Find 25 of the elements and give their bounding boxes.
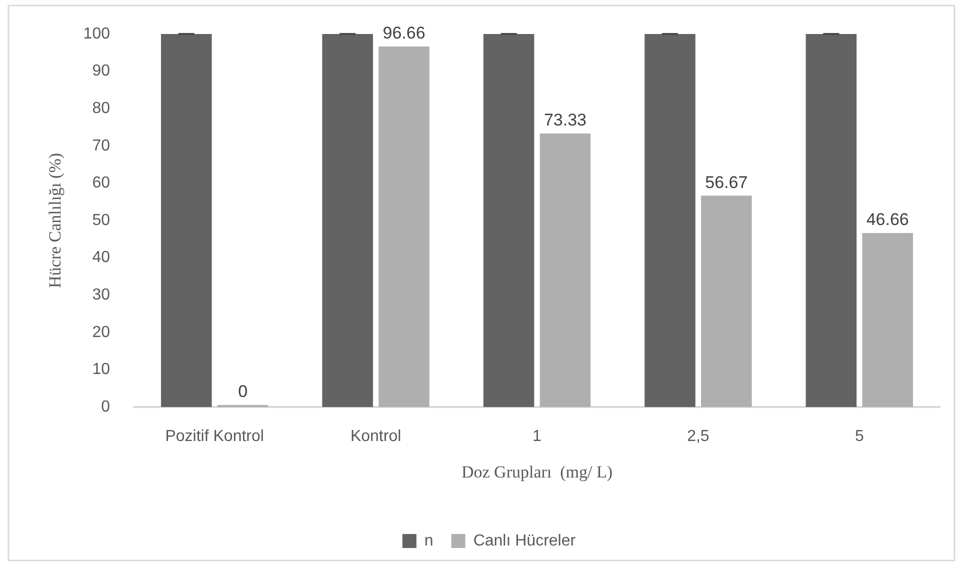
y-tick-label: 80 <box>92 100 110 118</box>
data-label: 73.33 <box>544 110 586 130</box>
y-tick-label: 30 <box>92 286 110 304</box>
data-label: 0 <box>238 382 248 402</box>
x-tick-label: 5 <box>854 428 864 446</box>
x-tick-label: Kontrol <box>350 428 402 446</box>
y-tick-label: 20 <box>92 324 110 341</box>
legend-label: n <box>424 532 434 550</box>
y-tick-label: 50 <box>92 212 110 229</box>
y-axis-title: Hücre Canlılığı (%) <box>46 152 65 288</box>
y-tick-label: 100 <box>83 25 110 42</box>
data-label: 96.66 <box>382 24 426 43</box>
x-tick-label: 2,5 <box>687 428 710 446</box>
x-axis-title: Doz Grupları (mg/ L) <box>461 462 613 482</box>
y-tick-label: 40 <box>92 249 110 266</box>
x-tick-label: 1 <box>532 428 542 446</box>
data-label: 56.67 <box>705 172 748 192</box>
data-label: 46.66 <box>866 210 909 230</box>
y-tick-label: 90 <box>92 62 110 80</box>
x-tick-label: Pozitif Kontrol <box>165 428 264 446</box>
y-tick-label: 60 <box>92 174 110 192</box>
legend-label: Canlı Hücreler <box>473 532 576 550</box>
y-tick-label: 10 <box>92 361 110 378</box>
y-tick-label: 70 <box>92 137 110 154</box>
y-tick-label: 0 <box>101 398 110 416</box>
